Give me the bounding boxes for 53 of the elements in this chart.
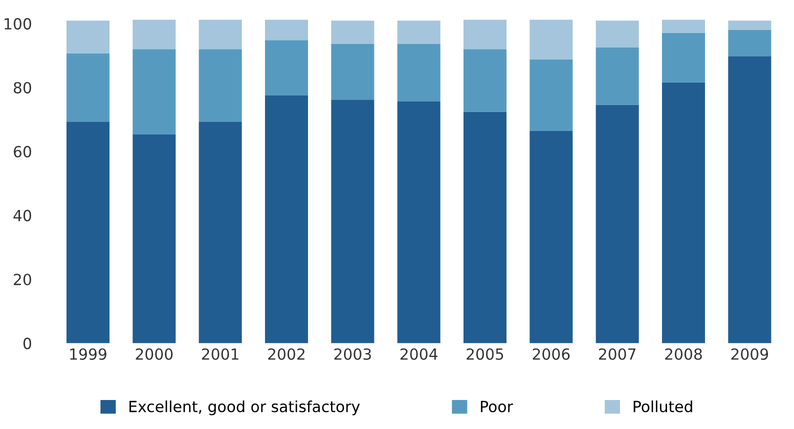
bar	[662, 82, 706, 344]
bar	[596, 104, 639, 344]
bar	[265, 20, 308, 40]
bar	[265, 95, 308, 344]
x-tick-label: 2009	[731, 348, 768, 360]
bar	[66, 122, 110, 344]
bar	[728, 30, 772, 56]
y-tick-label: 60	[14, 146, 32, 158]
bar	[132, 20, 176, 50]
y-tick-label: 100	[4, 18, 32, 30]
bar	[728, 20, 772, 30]
x-tick-label: 2002	[268, 348, 304, 360]
bar	[728, 56, 772, 344]
x-tick-label: 1999	[70, 348, 106, 360]
bar	[265, 40, 308, 96]
y-tick-label: 20	[14, 274, 32, 286]
bar	[596, 47, 639, 105]
x-tick-label: 2006	[532, 348, 570, 360]
y-tick-label: 0	[23, 338, 32, 350]
x-tick-label: 2000	[136, 348, 173, 360]
legend-label: Polluted	[634, 400, 692, 412]
bar	[530, 20, 573, 60]
bar	[662, 32, 706, 82]
bar	[331, 100, 374, 344]
y-tick-label: 40	[13, 210, 32, 222]
bar	[198, 49, 242, 122]
y-tick-label: 80	[14, 82, 32, 94]
bar	[331, 20, 374, 44]
x-tick-label: 2005	[466, 348, 504, 360]
bar	[464, 49, 507, 112]
bar	[662, 20, 706, 33]
bar	[66, 53, 110, 122]
bar	[530, 59, 573, 131]
bar	[132, 134, 176, 344]
x-tick-label: 2008	[665, 348, 702, 360]
bar	[530, 130, 573, 344]
x-tick-label: 2003	[334, 348, 371, 360]
bar	[397, 44, 440, 102]
bar	[66, 20, 110, 54]
bar	[132, 49, 176, 134]
bar	[198, 122, 242, 344]
bar	[596, 20, 639, 48]
bar	[397, 102, 440, 344]
x-tick-label: 2004	[400, 348, 438, 360]
x-tick-label: 2007	[599, 348, 636, 360]
legend-label: Poor	[480, 400, 514, 412]
bar	[198, 20, 242, 50]
bar	[331, 44, 374, 100]
bar	[464, 112, 507, 344]
bar	[397, 20, 440, 44]
x-tick-label: 2001	[202, 348, 238, 360]
bar	[464, 20, 507, 50]
legend-label: Excellent, good or satisfactory	[130, 400, 360, 416]
